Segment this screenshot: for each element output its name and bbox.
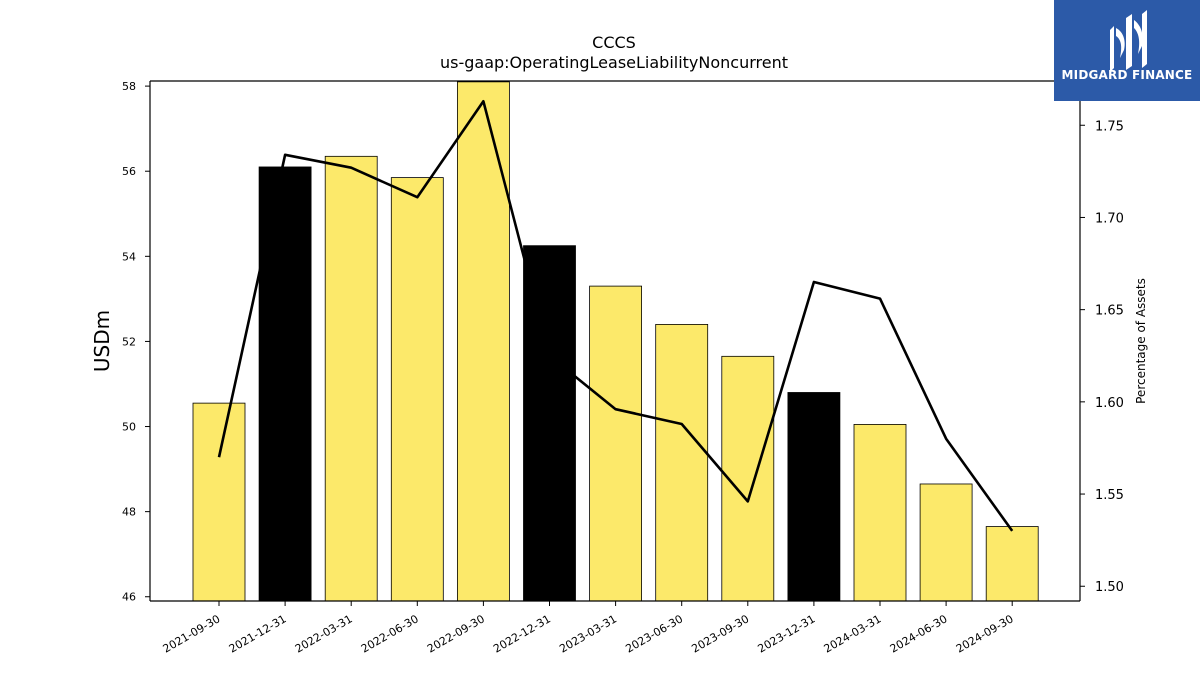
y-axis-label: USDm xyxy=(90,310,114,372)
bar-2024-06-30 xyxy=(919,483,973,602)
x-tick-label-2022-03-31: 2022-03-31 xyxy=(293,612,355,655)
bar-2022-06-30 xyxy=(390,177,444,602)
y-tick-label-58: 58 xyxy=(122,80,136,93)
x-tick-label-2023-09-30: 2023-09-30 xyxy=(689,612,751,655)
y-tick-label-48: 48 xyxy=(122,506,136,519)
bar-2023-03-31 xyxy=(589,285,642,602)
y-right-tick-label-3: 1.65 xyxy=(1095,304,1124,319)
x-tick-label-2022-09-30: 2022-09-30 xyxy=(425,612,487,655)
y-right-tick-label-1: 1.55 xyxy=(1095,488,1124,503)
bar-2023-06-30 xyxy=(655,324,709,602)
bar-2022-12-31 xyxy=(523,245,576,602)
chart-subtitle: us-gaap:OperatingLeaseLiabilityNoncurren… xyxy=(440,53,788,72)
bar-2023-12-31 xyxy=(787,392,841,602)
y-right-tick-label-0: 1.50 xyxy=(1095,580,1124,595)
logo: MIDGARD FINANCE xyxy=(1054,0,1200,101)
x-tick-label-2024-03-31: 2024-03-31 xyxy=(822,612,884,655)
x-tick-label-2021-09-30: 2021-09-30 xyxy=(161,612,223,655)
logo-text: MIDGARD FINANCE xyxy=(1061,68,1193,82)
bars-layer xyxy=(192,81,1039,602)
y-tick-label-56: 56 xyxy=(122,165,136,178)
bar-2022-09-30 xyxy=(456,81,510,602)
x-tick-label-2022-12-31: 2022-12-31 xyxy=(491,612,553,655)
x-tick-label-2023-03-31: 2023-03-31 xyxy=(557,612,619,655)
bar-2021-09-30 xyxy=(192,402,246,602)
y-tick-label-46: 46 xyxy=(122,591,136,604)
y-right-tick-label-2: 1.60 xyxy=(1095,396,1124,411)
line-layer xyxy=(217,100,1014,532)
x-tick-label-2023-12-31: 2023-12-31 xyxy=(756,612,818,655)
x-tick-label-2023-06-30: 2023-06-30 xyxy=(623,612,685,655)
bar-2024-09-30 xyxy=(985,526,1039,602)
bar-2022-03-31 xyxy=(324,155,378,602)
y-tick-label-50: 50 xyxy=(122,421,136,434)
bar-2023-09-30 xyxy=(721,355,775,602)
x-tick-label-2022-06-30: 2022-06-30 xyxy=(359,612,421,655)
bar-2024-03-31 xyxy=(853,424,907,602)
midgard-logo-icon xyxy=(1110,10,1147,70)
y-axis-right-label: Percentage of Assets xyxy=(1134,278,1148,404)
y-right-tick-label-5: 1.75 xyxy=(1095,119,1124,134)
x-tick-label-2021-12-31: 2021-12-31 xyxy=(227,612,289,655)
line-series-percentage xyxy=(217,100,1014,532)
chart-title: CCCS xyxy=(592,33,636,52)
x-tick-label-2024-09-30: 2024-09-30 xyxy=(954,612,1016,655)
x-tick-label-2024-06-30: 2024-06-30 xyxy=(888,612,950,655)
y-tick-label-54: 54 xyxy=(122,250,136,263)
y-right-tick-label-4: 1.70 xyxy=(1095,211,1124,226)
y-tick-label-52: 52 xyxy=(122,335,136,348)
